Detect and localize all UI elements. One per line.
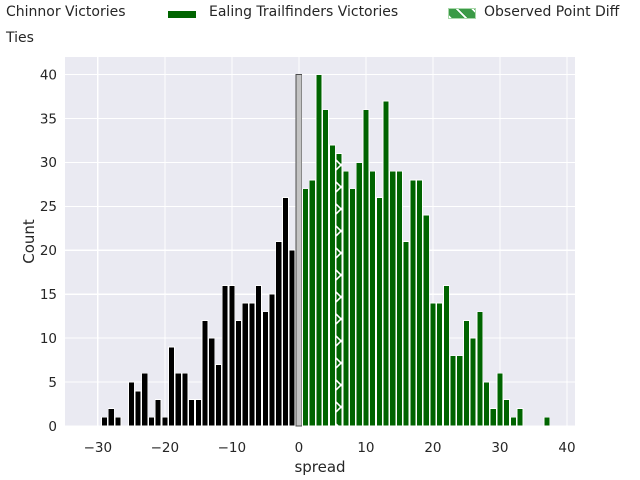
histogram-bar	[476, 311, 484, 427]
histogram-bar	[107, 408, 115, 427]
histogram-bar	[268, 293, 276, 427]
histogram-bar	[456, 355, 464, 427]
histogram-bar	[409, 179, 417, 427]
histogram-bar	[389, 170, 397, 427]
x-tick-label: 10	[357, 440, 374, 456]
histogram-bar	[195, 399, 202, 427]
x-tick-label: 0	[295, 440, 304, 456]
histogram-bar	[188, 399, 196, 427]
histogram-bar	[329, 144, 336, 427]
histogram-bar	[308, 179, 316, 427]
y-tick-label: 40	[40, 67, 57, 83]
histogram-bar	[134, 390, 142, 427]
histogram-bar	[154, 399, 162, 427]
histogram-bar	[295, 74, 303, 427]
y-tick-label: 15	[40, 287, 57, 303]
histogram-bar	[442, 285, 450, 427]
histogram-bar	[141, 372, 149, 427]
x-tick-label: 30	[491, 440, 508, 456]
histogram-bar	[429, 302, 437, 427]
histogram-bar	[174, 372, 182, 427]
histogram-bar	[241, 302, 249, 427]
histogram-bar	[349, 188, 356, 427]
y-tick-label: 0	[48, 419, 57, 435]
histogram-bar	[228, 285, 236, 427]
histogram-bar	[302, 188, 309, 427]
legend-label-ealing: Ealing Trailfinders Victories	[209, 4, 399, 20]
histogram-bar	[201, 320, 209, 427]
histogram-bar	[114, 416, 122, 427]
x-tick-label: 40	[558, 440, 575, 456]
histogram-bar	[215, 364, 222, 427]
histogram-bar	[148, 416, 155, 427]
histogram-bar	[382, 100, 390, 427]
y-tick-label: 5	[48, 375, 57, 391]
histogram-bar	[288, 249, 296, 427]
histogram-bar	[235, 320, 242, 427]
histogram-bar	[469, 337, 477, 427]
histogram-bar	[275, 241, 283, 427]
x-tick-label: −10	[218, 440, 247, 456]
x-tick-label: −20	[151, 440, 180, 456]
histogram-bar	[282, 197, 289, 427]
histogram-bar	[181, 372, 189, 427]
y-tick-label: 35	[40, 111, 57, 127]
histogram-bar	[436, 302, 443, 427]
y-tick-label: 30	[40, 155, 57, 171]
x-tick-label: −30	[84, 440, 113, 456]
histogram-bar	[509, 416, 517, 427]
histogram-bar	[369, 170, 376, 427]
histogram-bar	[315, 74, 323, 427]
histogram-bar	[255, 285, 263, 427]
histogram-bar	[496, 372, 504, 427]
y-tick-label: 25	[40, 199, 57, 215]
histogram-bar	[342, 170, 350, 427]
y-tick-label: 10	[40, 331, 57, 347]
histogram-bar	[416, 179, 423, 427]
histogram-bar	[396, 170, 403, 427]
histogram-bar	[543, 416, 551, 427]
y-tick-label: 20	[40, 243, 57, 259]
histogram-bar	[516, 408, 524, 427]
y-axis-label: Count	[20, 219, 38, 264]
legend-swatch-ealing-icon	[168, 11, 196, 18]
legend-label-ties: Ties	[6, 30, 34, 46]
histogram-bar	[355, 162, 363, 427]
histogram-bar	[483, 381, 490, 427]
histogram-bar	[161, 416, 169, 427]
histogram-bar	[449, 355, 457, 427]
x-axis-label: spread	[294, 458, 345, 476]
histogram-bar	[101, 416, 108, 427]
x-tick-label: 20	[424, 440, 441, 456]
histogram-bar	[248, 302, 256, 427]
legend-label-chinnor: Chinnor Victories	[6, 4, 126, 20]
histogram-bar	[208, 337, 216, 427]
histogram-bar	[489, 408, 497, 427]
legend-swatch-observed-icon	[448, 8, 476, 19]
observed-point-diff-bar	[335, 153, 343, 427]
histogram-bar	[463, 320, 470, 427]
histogram-bar	[168, 346, 175, 427]
legend-label-observed: Observed Point Diff	[484, 4, 620, 20]
histogram-bar	[221, 285, 229, 427]
histogram-bar	[262, 311, 269, 427]
histogram-bar	[402, 241, 410, 427]
histogram-bar	[362, 109, 370, 427]
histogram-bar	[422, 214, 430, 427]
histogram-bar	[322, 109, 330, 427]
histogram-bar	[503, 399, 510, 427]
histogram-bar	[127, 381, 135, 427]
histogram-bar	[375, 197, 383, 427]
